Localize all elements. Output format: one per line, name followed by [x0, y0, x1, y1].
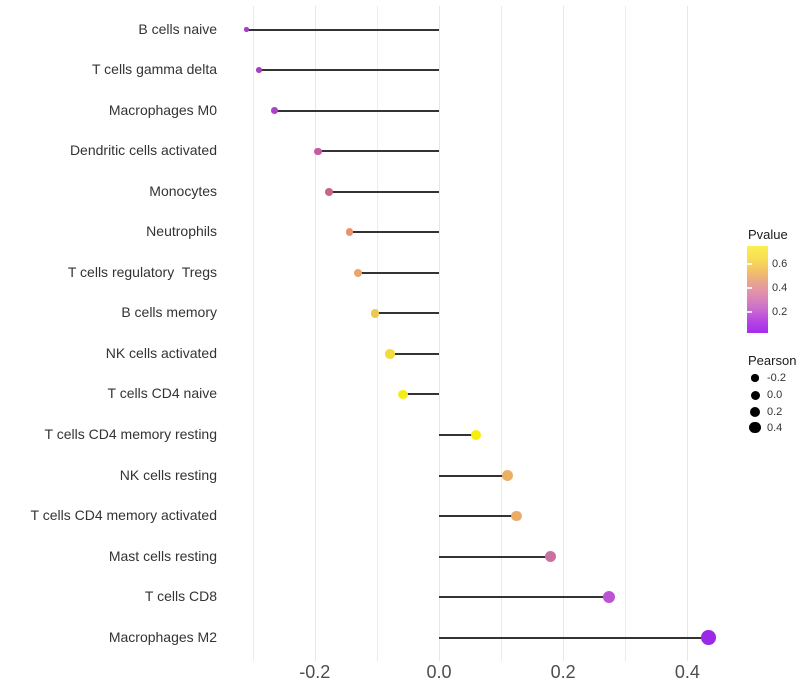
row-label: Mast cells resting [108, 547, 217, 564]
lollipop-dot [345, 228, 354, 237]
row-label: T cells regulatory Tregs [67, 263, 217, 280]
gridline [376, 6, 378, 661]
lollipop-stem [439, 515, 517, 518]
row-label: Macrophages M0 [108, 101, 217, 118]
colorbar-tick-label: 0.4 [772, 282, 788, 295]
x-tick-label: 0.4 [674, 662, 700, 682]
lollipop-stem [246, 28, 439, 31]
row-label: B cells memory [121, 304, 217, 321]
row-label: NK cells resting [119, 466, 217, 483]
pearson-legend-label: 0.4 [767, 421, 783, 434]
gridline [501, 6, 503, 661]
gridline [252, 6, 254, 661]
lollipop-dot [701, 630, 716, 646]
row-label: B cells naive [138, 20, 217, 37]
lollipop-stem [317, 150, 439, 153]
lollipop-dot [545, 551, 557, 563]
colorbar-tickmark [747, 287, 752, 290]
lollipop-stem [274, 109, 439, 112]
lollipop-stem [389, 352, 439, 355]
row-label: T cells CD4 memory resting [44, 426, 217, 442]
row-label: T cells CD4 memory activated [30, 507, 217, 524]
pearson-legend-dot [749, 421, 761, 434]
row-label: Dendritic cells activated [69, 142, 217, 159]
lollipop-dot [325, 187, 333, 196]
lollipop-dot [354, 268, 363, 277]
lollipop-stem [258, 69, 439, 72]
gridline [687, 6, 689, 661]
row-label: Macrophages M2 [108, 628, 217, 645]
lollipop-stem [375, 312, 439, 315]
lollipop-dot [511, 510, 522, 522]
lollipop-stem [439, 434, 476, 436]
colorbar-tick-label: 0.2 [772, 305, 788, 318]
row-label: T cells CD4 naive [107, 385, 217, 402]
pearson-legend-dot [751, 374, 759, 382]
lollipop-dot [470, 430, 481, 440]
pvalue-colorbar [747, 246, 768, 333]
lollipop-dot [385, 349, 395, 359]
pearson-legend-dot [750, 390, 760, 400]
row-label: Neutrophils [146, 223, 217, 240]
pearson-legend-label: -0.2 [767, 372, 786, 384]
lollipop-dot [370, 309, 380, 318]
row-label: NK cells activated [105, 344, 217, 361]
lollipop-dot [398, 389, 408, 400]
colorbar-tickmark [747, 310, 752, 313]
lollipop-dot [244, 27, 249, 32]
pearson-legend-dot [749, 406, 761, 417]
gridline [314, 6, 316, 661]
pearson-legend-label: 0.2 [767, 405, 783, 418]
lollipop-stem [439, 555, 551, 558]
x-tick-label: 0.0 [426, 662, 452, 682]
row-label: T cells CD8 [144, 588, 217, 605]
lollipop-stem [439, 636, 709, 639]
pearson-legend-label: 0.0 [767, 389, 783, 401]
lollipop-stem [402, 393, 439, 396]
pvalue-legend-title: Pvalue [748, 227, 788, 242]
lollipop-dot [501, 470, 513, 481]
gridline [625, 6, 627, 661]
lollipop-dot [256, 67, 262, 73]
lollipop-dot [314, 147, 322, 155]
lollipop-stem [329, 190, 439, 193]
colorbar-tickmark [747, 263, 752, 265]
lollipop-stem [349, 231, 439, 234]
gridline [563, 6, 565, 661]
lollipop-stem [439, 596, 609, 599]
x-tick-label: -0.2 [299, 662, 331, 682]
gridline [439, 6, 440, 661]
lollipop-dot [602, 591, 615, 604]
lollipop-dot [271, 107, 278, 114]
lollipop-stem [358, 271, 439, 274]
pearson-legend-title: Pearson [748, 353, 797, 368]
row-label: T cells gamma delta [91, 61, 217, 78]
lollipop-stem [439, 474, 508, 477]
row-label: Monocytes [149, 182, 217, 199]
colorbar-tick-label: 0.6 [772, 258, 788, 270]
x-tick-label: 0.2 [550, 662, 576, 682]
